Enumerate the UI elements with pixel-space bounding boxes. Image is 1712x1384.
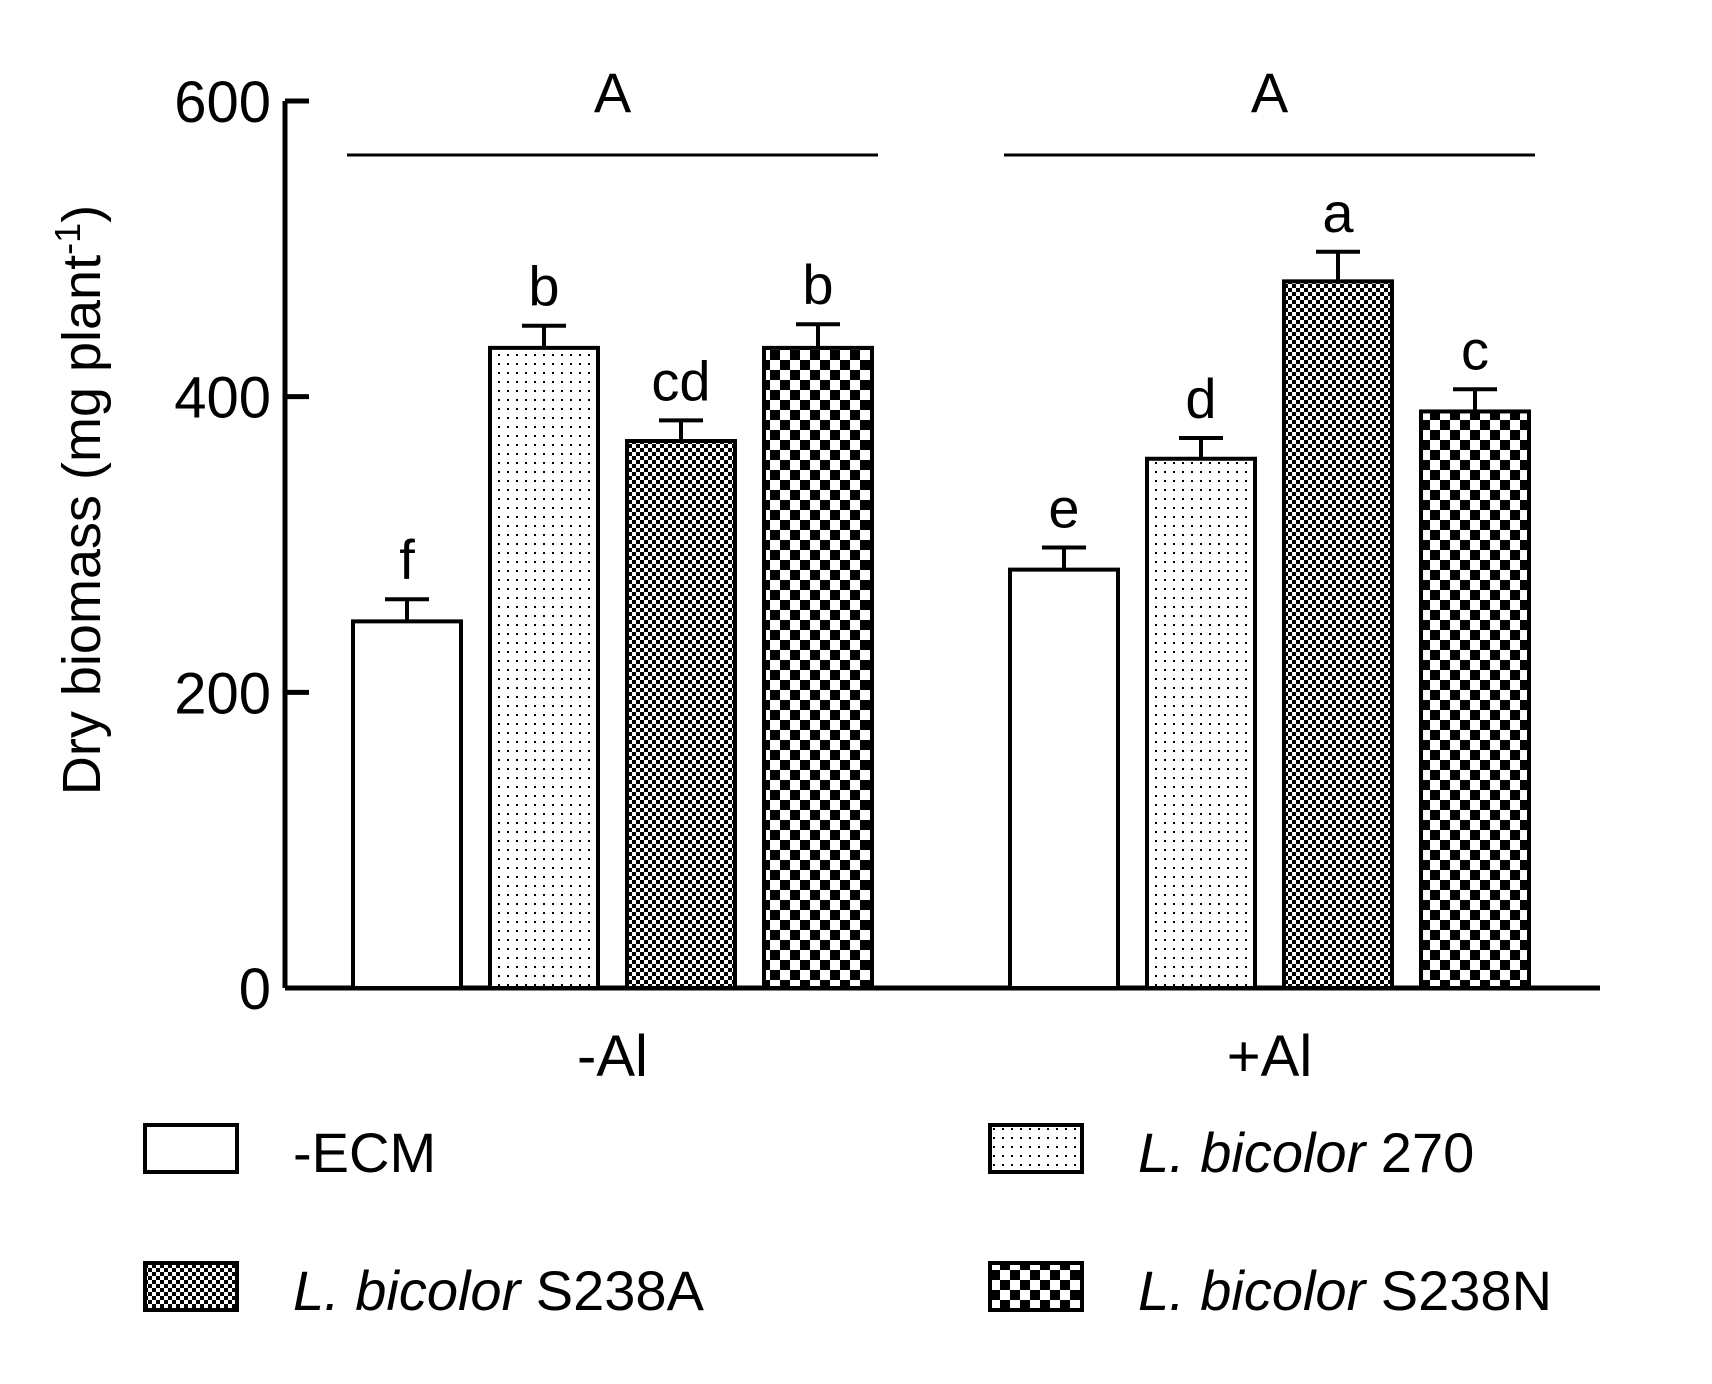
legend-label: L. bicolor 270 bbox=[1138, 1121, 1474, 1184]
group-significance-letter: A bbox=[1251, 61, 1289, 124]
legend-label-text: -ECM bbox=[293, 1121, 436, 1184]
legend-label: -ECM bbox=[293, 1121, 436, 1184]
legend-label-text: S238N bbox=[1365, 1259, 1552, 1322]
bar bbox=[488, 345, 600, 990]
significance-letter: d bbox=[1185, 367, 1216, 430]
legend-label: L. bicolor S238N bbox=[1138, 1259, 1552, 1322]
legend-label-italic: L. bicolor bbox=[293, 1259, 523, 1322]
x-group-label: +Al bbox=[1227, 1024, 1312, 1089]
bar bbox=[1419, 409, 1531, 990]
legend-label-italic: L. bicolor bbox=[1138, 1259, 1368, 1322]
legend-label-text: S238A bbox=[520, 1259, 704, 1322]
x-group-label: -Al bbox=[577, 1024, 648, 1089]
significance-letter: a bbox=[1322, 181, 1354, 244]
significance-letter: e bbox=[1048, 476, 1079, 539]
legend-label: L. bicolor S238A bbox=[293, 1259, 705, 1322]
y-axis-label: Dry biomass (mg plant-1) bbox=[47, 205, 112, 795]
bar bbox=[351, 619, 463, 991]
y-tick-label: 200 bbox=[174, 661, 271, 726]
significance-letter: b bbox=[528, 255, 559, 318]
y-tick-label: 400 bbox=[174, 366, 271, 431]
legend-swatch bbox=[988, 1261, 1084, 1312]
bar bbox=[1008, 567, 1120, 990]
legend-swatch bbox=[143, 1261, 239, 1312]
bars: f b cd b e d a c bbox=[351, 181, 1531, 991]
significance-letter: f bbox=[399, 528, 415, 591]
group-significance-letter: A bbox=[594, 61, 632, 124]
bar bbox=[1282, 279, 1394, 990]
y-tick-label: 600 bbox=[174, 70, 271, 135]
bar bbox=[762, 345, 874, 990]
legend-label-text: 270 bbox=[1365, 1121, 1474, 1184]
significance-letter: b bbox=[802, 253, 833, 316]
legend-swatch bbox=[988, 1123, 1084, 1174]
significance-letter: cd bbox=[651, 349, 710, 412]
legend-label-italic: L. bicolor bbox=[1138, 1121, 1368, 1184]
bar bbox=[625, 439, 737, 990]
y-tick-label: 0 bbox=[239, 957, 271, 1022]
bar bbox=[1145, 456, 1257, 990]
legend-swatch bbox=[143, 1123, 239, 1174]
significance-letter: c bbox=[1461, 318, 1489, 381]
group-labels: -Al +Al bbox=[577, 1024, 1312, 1089]
